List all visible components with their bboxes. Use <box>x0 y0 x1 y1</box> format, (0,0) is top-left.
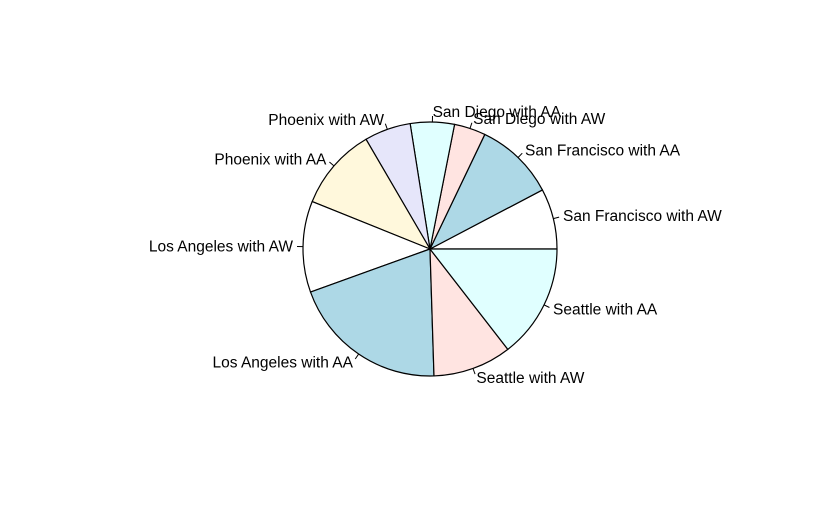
slice-label-san-diego-with-aw: San Diego with AW <box>473 111 605 128</box>
label-tick-phoenix-with-aw <box>384 123 388 130</box>
pie-slices <box>302 121 558 377</box>
label-tick-san-francisco-with-aa <box>517 152 523 158</box>
slice-label-los-angeles-with-aa: Los Angeles with AA <box>213 354 354 371</box>
slice-label-san-diego-with-aa: San Diego with AA <box>433 104 562 121</box>
label-tick-phoenix-with-aa <box>329 161 335 167</box>
pie-slice-seattle-with-aw <box>429 248 509 377</box>
pie-slice-los-angeles-with-aw <box>302 200 431 293</box>
pie-slice-san-francisco-with-aa <box>429 133 544 250</box>
pie-slice-los-angeles-with-aa <box>309 248 435 377</box>
slice-label-phoenix-with-aw: Phoenix with AW <box>268 112 384 129</box>
slice-label-san-francisco-with-aw: San Francisco with AW <box>563 208 722 225</box>
pie-slice-phoenix-with-aa <box>311 138 431 250</box>
label-tick-seattle-with-aa <box>543 304 550 308</box>
slice-label-seattle-with-aa: Seattle with AA <box>553 301 658 318</box>
slice-label-seattle-with-aw: Seattle with AW <box>476 370 584 387</box>
slice-label-los-angeles-with-aw: Los Angeles with AW <box>149 238 294 255</box>
pie-slice-seattle-with-aa <box>429 248 558 350</box>
slice-label-san-francisco-with-aa: San Francisco with AA <box>525 142 681 159</box>
label-tick-san-diego-with-aw <box>469 122 473 129</box>
label-ticks <box>297 116 560 375</box>
label-tick-san-francisco-with-aw <box>553 216 560 220</box>
slice-label-phoenix-with-aa: Phoenix with AA <box>214 151 327 168</box>
label-tick-los-angeles-with-aa <box>354 353 360 360</box>
label-tick-seattle-with-aw <box>472 368 476 375</box>
slice-labels: San Francisco with AW San Francisco with … <box>149 104 722 387</box>
